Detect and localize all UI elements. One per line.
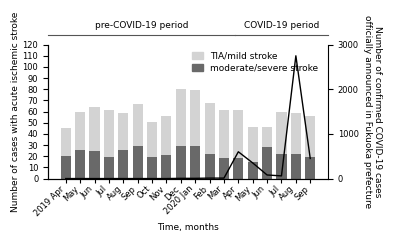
Bar xyxy=(291,113,301,154)
Text: COVID-19 period: COVID-19 period xyxy=(244,21,319,30)
Bar xyxy=(262,127,272,147)
Bar xyxy=(176,146,186,179)
Bar xyxy=(248,127,258,162)
Bar xyxy=(118,113,128,150)
Bar xyxy=(276,154,286,179)
Bar xyxy=(262,147,272,179)
Bar xyxy=(291,154,301,179)
Bar xyxy=(305,157,315,179)
Bar xyxy=(233,111,243,158)
Bar xyxy=(219,111,229,158)
Bar xyxy=(305,116,315,157)
Bar xyxy=(204,154,215,179)
Bar xyxy=(248,162,258,179)
Bar xyxy=(147,157,157,179)
Legend: TIA/mild stroke, moderate/severe stroke: TIA/mild stroke, moderate/severe stroke xyxy=(192,52,318,73)
Bar xyxy=(190,146,200,179)
Bar xyxy=(161,155,172,179)
Bar xyxy=(204,103,215,154)
Bar xyxy=(276,112,286,154)
Text: pre-COVID-19 period: pre-COVID-19 period xyxy=(94,21,188,30)
Y-axis label: Number of confirmed COVID-19 cases
officially announced in Fukuoka prefecture: Number of confirmed COVID-19 cases offic… xyxy=(363,15,382,208)
Bar xyxy=(219,158,229,179)
Bar xyxy=(118,150,128,179)
Bar xyxy=(133,104,143,146)
Bar xyxy=(104,157,114,179)
Bar xyxy=(176,89,186,146)
X-axis label: Time, months: Time, months xyxy=(157,223,219,232)
Bar xyxy=(90,151,100,179)
Bar xyxy=(190,91,200,146)
Bar xyxy=(133,146,143,179)
Bar xyxy=(61,156,71,179)
Bar xyxy=(161,116,172,155)
Bar xyxy=(104,111,114,157)
Bar xyxy=(147,122,157,157)
Bar xyxy=(233,158,243,179)
Y-axis label: Number of cases with acute ischemic stroke: Number of cases with acute ischemic stro… xyxy=(11,11,20,212)
Bar xyxy=(75,112,85,150)
Bar xyxy=(90,107,100,151)
Bar xyxy=(75,150,85,179)
Bar xyxy=(61,128,71,156)
